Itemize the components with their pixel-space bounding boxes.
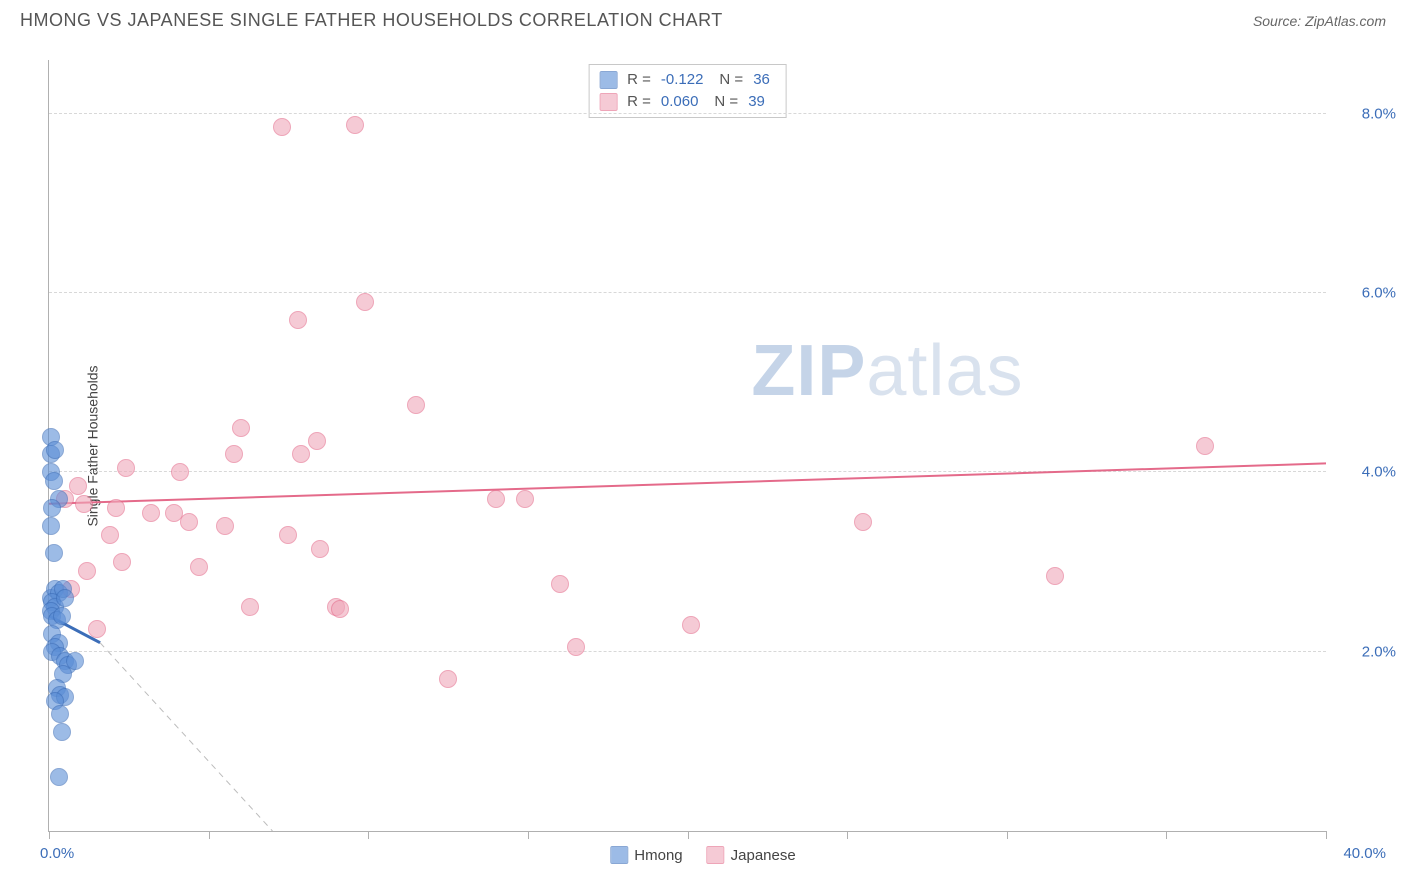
data-point-japanese (346, 116, 364, 134)
data-point-hmong (53, 607, 71, 625)
data-point-japanese (289, 311, 307, 329)
data-point-japanese (273, 118, 291, 136)
data-point-japanese (279, 526, 297, 544)
data-point-japanese (407, 396, 425, 414)
data-point-japanese (232, 419, 250, 437)
x-axis-min-label: 0.0% (40, 845, 74, 862)
x-tick (688, 831, 689, 839)
data-point-japanese (75, 495, 93, 513)
data-point-japanese (113, 553, 131, 571)
x-tick (528, 831, 529, 839)
data-point-japanese (142, 504, 160, 522)
chart-plot-area: ZIPatlas R = -0.122 N = 36 R = 0.060 N =… (48, 60, 1326, 832)
y-tick-label: 2.0% (1362, 643, 1396, 660)
y-tick-label: 4.0% (1362, 464, 1396, 481)
data-point-japanese (101, 526, 119, 544)
data-point-japanese (311, 540, 329, 558)
x-tick (1166, 831, 1167, 839)
data-point-hmong (46, 441, 64, 459)
series-legend: Hmong Japanese (610, 846, 795, 864)
data-point-japanese (487, 490, 505, 508)
legend-item-hmong: Hmong (610, 846, 682, 864)
data-point-hmong (45, 544, 63, 562)
data-point-japanese (225, 445, 243, 463)
legend-swatch-japanese (707, 846, 725, 864)
data-point-japanese (190, 558, 208, 576)
data-point-japanese (439, 670, 457, 688)
data-point-hmong (42, 517, 60, 535)
data-point-japanese (551, 575, 569, 593)
data-point-hmong (53, 723, 71, 741)
data-point-hmong (45, 472, 63, 490)
data-point-japanese (216, 517, 234, 535)
legend-label-hmong: Hmong (634, 847, 682, 864)
legend-label-japanese: Japanese (731, 847, 796, 864)
data-point-japanese (241, 598, 259, 616)
data-point-japanese (78, 562, 96, 580)
data-point-japanese (682, 616, 700, 634)
data-point-japanese (1196, 437, 1214, 455)
data-point-japanese (308, 432, 326, 450)
data-point-japanese (171, 463, 189, 481)
x-tick (49, 831, 50, 839)
data-point-hmong (50, 768, 68, 786)
data-point-hmong (56, 589, 74, 607)
data-point-japanese (1046, 567, 1064, 585)
legend-item-japanese: Japanese (707, 846, 796, 864)
data-point-japanese (516, 490, 534, 508)
source-attribution: Source: ZipAtlas.com (1253, 13, 1386, 29)
data-point-japanese (107, 499, 125, 517)
x-tick (209, 831, 210, 839)
data-point-hmong (51, 705, 69, 723)
data-point-japanese (567, 638, 585, 656)
trend-overlay (49, 60, 1326, 831)
data-point-japanese (356, 293, 374, 311)
data-point-japanese (331, 600, 349, 618)
x-axis-max-label: 40.0% (1343, 845, 1386, 862)
data-point-japanese (180, 513, 198, 531)
y-tick-label: 8.0% (1362, 105, 1396, 122)
legend-swatch-hmong (610, 846, 628, 864)
data-point-japanese (88, 620, 106, 638)
y-tick-label: 6.0% (1362, 285, 1396, 302)
x-tick (1007, 831, 1008, 839)
x-tick (1326, 831, 1327, 839)
x-tick (368, 831, 369, 839)
x-tick (847, 831, 848, 839)
data-point-japanese (117, 459, 135, 477)
data-point-japanese (292, 445, 310, 463)
data-point-japanese (854, 513, 872, 531)
data-point-hmong (43, 499, 61, 517)
chart-title: HMONG VS JAPANESE SINGLE FATHER HOUSEHOL… (20, 10, 723, 31)
